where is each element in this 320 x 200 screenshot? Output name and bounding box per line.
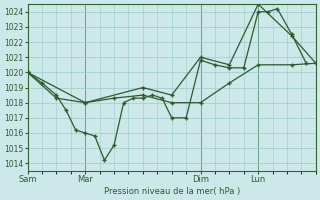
X-axis label: Pression niveau de la mer( hPa ): Pression niveau de la mer( hPa ) bbox=[104, 187, 240, 196]
